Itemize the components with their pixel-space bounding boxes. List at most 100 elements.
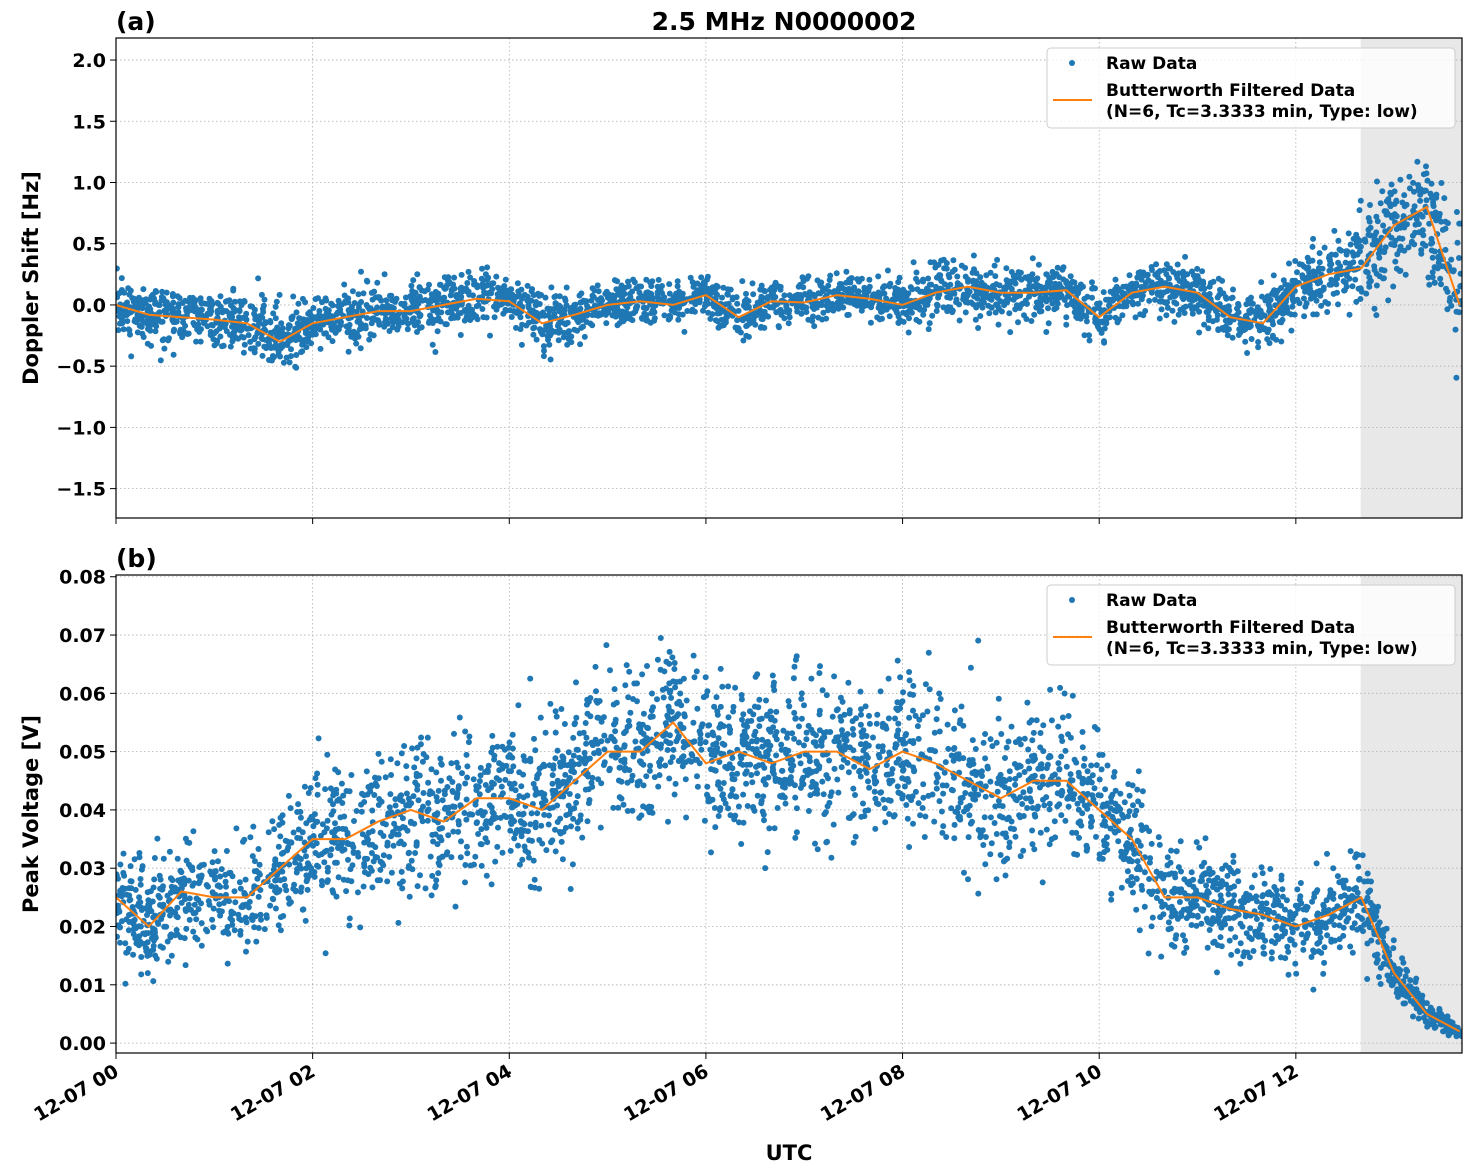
raw-data-point: [1344, 248, 1351, 255]
raw-data-point: [880, 796, 887, 803]
raw-data-point: [581, 749, 588, 756]
raw-data-point: [353, 308, 360, 315]
raw-data-point: [375, 294, 382, 301]
raw-data-point: [512, 787, 519, 794]
raw-data-point: [276, 291, 283, 298]
raw-data-point: [1244, 350, 1251, 356]
raw-data-point: [1073, 284, 1080, 291]
raw-data-point: [1225, 304, 1232, 311]
raw-data-point: [1426, 220, 1433, 227]
raw-data-point: [507, 847, 514, 854]
raw-data-point: [1324, 309, 1331, 315]
raw-data-point: [1411, 203, 1418, 210]
raw-data-point: [1351, 920, 1358, 927]
raw-data-point: [186, 839, 193, 846]
raw-data-point: [363, 277, 370, 284]
raw-data-point: [910, 259, 917, 266]
raw-data-point: [531, 735, 537, 742]
axes-frame: [115, 37, 1463, 519]
raw-data-point: [595, 776, 602, 783]
raw-data-point: [1425, 274, 1432, 281]
raw-data-point: [1063, 763, 1070, 770]
raw-data-point: [427, 853, 434, 860]
raw-data-point: [1101, 818, 1108, 825]
raw-data-point: [719, 294, 725, 301]
raw-data-point: [205, 898, 212, 905]
raw-data-point: [279, 330, 286, 337]
raw-data-point: [470, 292, 476, 299]
raw-data-point: [855, 299, 862, 306]
raw-data-point: [144, 340, 151, 347]
raw-data-point: [1336, 922, 1343, 929]
raw-data-point: [463, 816, 470, 823]
raw-data-point: [355, 291, 362, 298]
raw-data-point: [261, 926, 268, 933]
raw-data-point: [749, 779, 756, 786]
raw-data-point: [1042, 284, 1049, 291]
raw-data-point: [621, 290, 628, 297]
raw-data-point: [782, 800, 789, 807]
raw-data-point: [1367, 202, 1373, 208]
raw-data-point: [1019, 801, 1026, 807]
raw-data-point: [1200, 278, 1207, 285]
raw-data-point: [1321, 244, 1328, 251]
raw-data-point: [1046, 296, 1053, 303]
raw-data-point: [297, 814, 304, 821]
raw-data-point: [1424, 177, 1431, 184]
raw-data-point: [152, 328, 159, 335]
raw-data-point: [1415, 1015, 1422, 1022]
raw-data-point: [1102, 822, 1109, 829]
raw-data-point: [1055, 723, 1062, 730]
raw-data-point: [744, 803, 751, 809]
raw-data-point: [966, 288, 973, 295]
raw-data-point: [1444, 288, 1451, 295]
raw-data-point: [675, 316, 682, 323]
raw-data-point: [231, 888, 238, 895]
raw-data-point: [1069, 692, 1076, 699]
raw-data-point: [1374, 178, 1380, 185]
raw-data-point: [1268, 955, 1275, 962]
raw-data-point: [1012, 280, 1019, 287]
raw-data-point: [656, 295, 663, 302]
raw-data-point: [458, 838, 464, 845]
raw-data-point: [992, 273, 999, 280]
raw-data-point: [401, 311, 408, 318]
raw-data-point: [251, 310, 258, 317]
raw-data-point: [1371, 263, 1378, 270]
raw-data-point: [735, 325, 742, 331]
raw-data-point: [584, 303, 591, 309]
raw-data-point: [1163, 261, 1170, 268]
raw-data-point: [1181, 310, 1188, 316]
raw-data-point: [378, 758, 385, 765]
raw-data-point: [1409, 232, 1416, 239]
raw-data-point: [229, 323, 235, 330]
raw-data-point: [1142, 272, 1148, 279]
raw-data-point: [231, 308, 238, 315]
raw-data-point: [982, 731, 989, 737]
raw-data-point: [627, 709, 634, 716]
raw-data-point: [908, 797, 915, 804]
raw-data-point: [1259, 293, 1265, 300]
raw-data-point: [1173, 272, 1180, 279]
raw-data-point: [1093, 833, 1099, 840]
raw-data-point: [1373, 229, 1380, 236]
raw-data-point: [1458, 220, 1462, 227]
raw-data-point: [1086, 332, 1092, 339]
raw-data-point: [874, 711, 881, 718]
raw-data-point: [1364, 269, 1371, 276]
raw-data-point: [547, 323, 553, 330]
raw-data-point: [442, 285, 449, 292]
raw-data-point: [926, 320, 933, 327]
raw-data-point: [919, 712, 926, 719]
raw-data-point: [363, 302, 370, 308]
raw-data-point: [1096, 305, 1103, 312]
raw-data-point: [549, 780, 556, 787]
raw-data-point: [561, 295, 568, 302]
raw-data-point: [1196, 329, 1203, 336]
raw-data-point: [694, 280, 701, 287]
raw-data-point: [197, 312, 204, 319]
raw-data-point: [438, 777, 444, 784]
raw-data-point: [223, 883, 229, 890]
raw-data-point: [532, 747, 539, 754]
raw-data-point: [581, 333, 588, 340]
